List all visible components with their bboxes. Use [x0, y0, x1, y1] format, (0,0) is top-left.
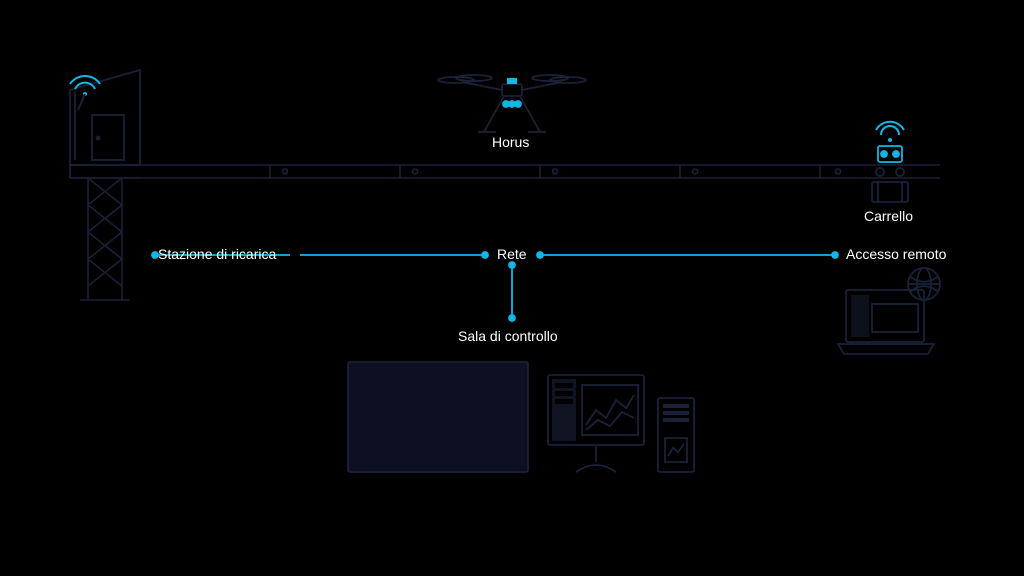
drone-label: Horus [492, 134, 529, 150]
wifi-icon [876, 122, 904, 142]
station-label: Stazione di ricarica [158, 246, 276, 262]
diagram-svg [0, 0, 1024, 576]
remote-access-icon [838, 268, 940, 354]
drone-icon [438, 75, 586, 132]
network-line [152, 252, 838, 321]
cart-label: Carrello [864, 208, 913, 224]
diagram-canvas: { "colors":{ "background":"#000000", "li… [0, 0, 1024, 576]
rail [140, 165, 940, 178]
control-room-label: Sala di controllo [458, 328, 558, 344]
remote-label: Accesso remoto [846, 246, 946, 262]
control-room [348, 362, 694, 472]
cart-icon [872, 146, 908, 202]
network-label: Rete [497, 246, 527, 262]
